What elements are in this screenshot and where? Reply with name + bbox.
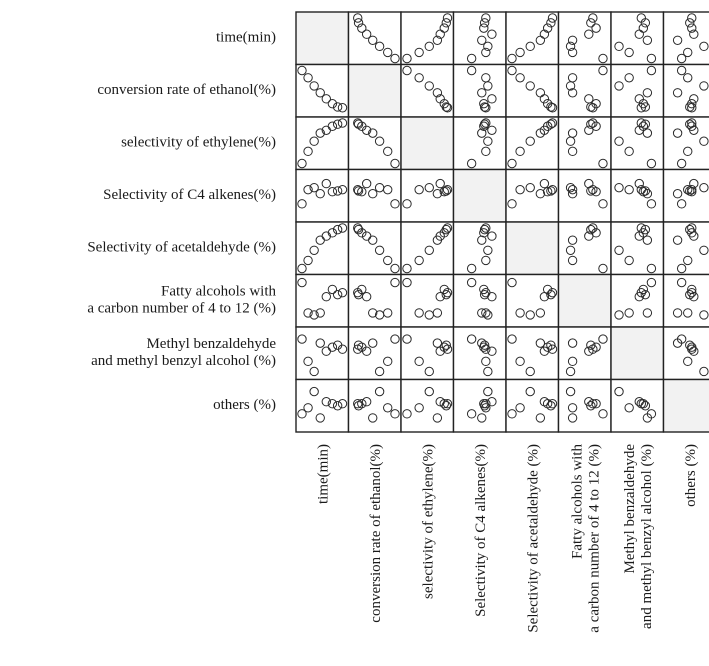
scatter-panel xyxy=(559,12,612,65)
scatter-panel xyxy=(401,222,454,275)
diagonal-panel xyxy=(349,65,402,118)
column-label: time(min) xyxy=(315,444,331,504)
scatter-panel xyxy=(296,170,349,223)
row-label: others (%) xyxy=(213,397,276,413)
row-label: Selectivity of C4 alkenes(%) xyxy=(103,187,276,203)
column-label-line: conversion rate of ethanol(%) xyxy=(368,444,384,623)
row-label: conversion rate of ethanol(%) xyxy=(97,82,276,98)
diagonal-panel xyxy=(611,327,664,380)
column-label-line: Methyl benzaldehyde xyxy=(622,444,638,574)
scatter-panel xyxy=(401,12,454,65)
column-label-line: a carbon number of 4 to 12 (%) xyxy=(586,444,602,633)
diagonal-panel xyxy=(506,222,559,275)
row-label-line: and methyl benzyl alcohol (%) xyxy=(91,353,276,369)
panel-grid xyxy=(296,12,709,432)
scatter-panel xyxy=(664,117,709,170)
column-label: others (%) xyxy=(683,444,699,507)
scatter-panel xyxy=(454,12,507,65)
column-label-line: others (%) xyxy=(683,444,699,507)
row-label: selectivity of ethylene(%) xyxy=(121,135,276,151)
row-label-line: Fatty alcohols with xyxy=(161,284,276,300)
scatter-panel xyxy=(664,222,709,275)
diagonal-panel xyxy=(559,275,612,328)
diagonal-panel xyxy=(664,380,709,433)
scatter-panel xyxy=(296,222,349,275)
scatter-panel xyxy=(559,380,612,433)
scatter-panel xyxy=(506,65,559,118)
scatter-panel xyxy=(296,117,349,170)
row-label: time(min) xyxy=(216,30,276,46)
column-label-line: time(min) xyxy=(315,444,331,504)
row-label-line: selectivity of ethylene(%) xyxy=(121,135,276,151)
row-label-line: time(min) xyxy=(216,30,276,46)
column-label: conversion rate of ethanol(%) xyxy=(368,444,384,623)
column-label-line: selectivity of ethylene(%) xyxy=(420,444,436,599)
column-labels: time(min) conversion rate of ethanol(%) se… xyxy=(315,444,699,633)
row-label-line: others (%) xyxy=(213,397,276,413)
diagonal-panel xyxy=(296,12,349,65)
row-label-line: conversion rate of ethanol(%) xyxy=(97,82,276,98)
scatter-panel xyxy=(559,170,612,223)
scatter-panel xyxy=(349,117,402,170)
column-label-line: Selectivity of C4 alkenes(%) xyxy=(473,444,489,617)
row-label: Methyl benzaldehyde and methyl benzyl alc… xyxy=(91,336,276,369)
scatter-panel xyxy=(506,170,559,223)
column-label: Selectivity of C4 alkenes(%) xyxy=(473,444,489,617)
scatter-panel xyxy=(349,222,402,275)
scatter-panel xyxy=(559,65,612,118)
scatter-panel xyxy=(506,12,559,65)
scatter-panel xyxy=(401,65,454,118)
column-label: Fatty alcohols with a carbon number of 4 … xyxy=(569,444,602,633)
scatter-panel xyxy=(454,65,507,118)
scatter-panel xyxy=(454,327,507,380)
scatter-panel xyxy=(454,275,507,328)
column-label-line: and methyl benzyl alcohol (%) xyxy=(639,444,655,629)
column-label: selectivity of ethylene(%) xyxy=(420,444,436,599)
scatter-panel xyxy=(349,12,402,65)
scatter-panel xyxy=(296,275,349,328)
row-label: Selectivity of acetaldehyde (%) xyxy=(87,240,276,256)
scatter-panel xyxy=(506,117,559,170)
row-labels: time(min) conversion rate of ethanol(%) se… xyxy=(87,30,276,414)
diagonal-panel xyxy=(454,170,507,223)
diagonal-panel xyxy=(401,117,454,170)
column-label-line: Selectivity of acetaldehyde (%) xyxy=(525,444,541,633)
column-label-line: Fatty alcohols with xyxy=(569,444,585,559)
row-label-line: a carbon number of 4 to 12 (%) xyxy=(87,301,276,317)
row-label-line: Methyl benzaldehyde xyxy=(146,336,276,352)
column-label: Selectivity of acetaldehyde (%) xyxy=(525,444,541,633)
column-label: Methyl benzaldehyde and methyl benzyl alc… xyxy=(622,444,655,629)
scatter-panel xyxy=(611,170,664,223)
scatter-panel xyxy=(349,380,402,433)
scatter-panel xyxy=(349,170,402,223)
scatter-panel xyxy=(664,327,709,380)
scatter-panel xyxy=(454,222,507,275)
scatter-panel xyxy=(296,65,349,118)
scatter-panel xyxy=(664,170,709,223)
scatter-panel xyxy=(349,275,402,328)
row-label-line: Selectivity of C4 alkenes(%) xyxy=(103,187,276,203)
row-label-line: Selectivity of acetaldehyde (%) xyxy=(87,240,276,256)
row-label: Fatty alcohols with a carbon number of 4 … xyxy=(87,284,276,317)
